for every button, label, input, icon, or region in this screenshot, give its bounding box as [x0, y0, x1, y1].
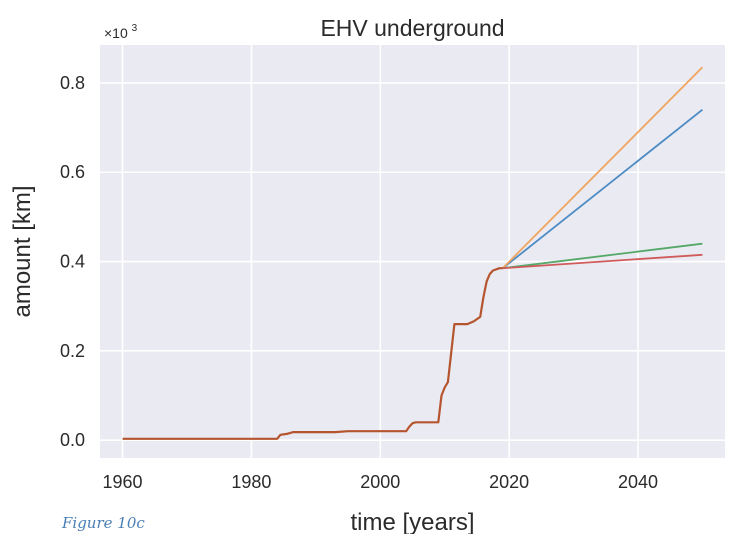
x-tick-label: 1960 — [103, 472, 143, 492]
x-tick-label: 2040 — [618, 472, 658, 492]
series-line-3 — [502, 242, 703, 270]
x-tick-label: 1980 — [231, 472, 271, 492]
x-tick-labels: 1960 1980 2000 2020 2040 — [103, 472, 659, 492]
y-tick-label: 0.0 — [60, 430, 85, 450]
y-tick-labels: 0.0 0.2 0.4 0.6 0.8 — [60, 73, 85, 450]
series-line-4 — [502, 253, 703, 270]
y-axis-label: amount [km] — [9, 185, 36, 317]
x-tick-label: 2000 — [360, 472, 400, 492]
plot-area — [100, 45, 725, 458]
y-tick-label: 0.8 — [60, 73, 85, 93]
y-tick-label: 0.6 — [60, 162, 85, 182]
y-axis-multiplier: ×10 3 — [104, 23, 138, 41]
x-axis-label: time [years] — [350, 509, 474, 534]
series-line-1 — [502, 108, 703, 269]
x-tick-label: 2020 — [489, 472, 529, 492]
y-multiplier-exponent: 3 — [132, 23, 138, 34]
historical-line — [122, 267, 503, 440]
y-tick-label: 0.4 — [60, 252, 85, 272]
series-lines — [122, 66, 704, 440]
chart-title: EHV underground — [320, 15, 504, 41]
y-tick-label: 0.2 — [60, 341, 85, 361]
series-line-2 — [502, 66, 704, 269]
y-multiplier-base: ×10 — [104, 25, 128, 41]
figure-caption: Figure 10c — [62, 514, 145, 532]
